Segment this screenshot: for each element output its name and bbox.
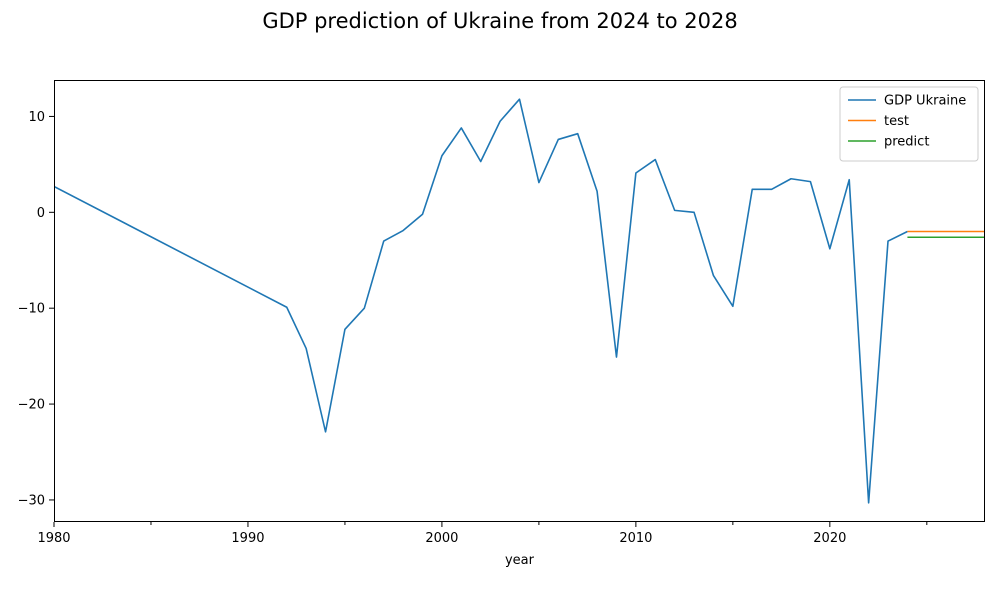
legend-label: test	[884, 114, 909, 129]
x-tick-label: 1990	[231, 531, 264, 546]
y-tick-label: 10	[28, 110, 45, 125]
chart-title: GDP prediction of Ukraine from 2024 to 2…	[262, 9, 737, 33]
legend: GDP Ukraine test predict	[839, 86, 979, 162]
plot-area	[54, 80, 985, 522]
legend-label: GDP Ukraine	[884, 94, 966, 109]
legend-label: predict	[884, 135, 929, 150]
x-tick-label: 2010	[619, 531, 652, 546]
series-layer	[54, 98, 985, 504]
legend-box	[839, 86, 979, 162]
y-tick-label: 0	[37, 206, 45, 221]
plot-frame	[54, 80, 985, 522]
x-tick-label: 1980	[37, 531, 70, 546]
x-tick-label: 2000	[425, 531, 458, 546]
y-tick-label: −20	[18, 398, 45, 413]
series-line-gdp-ukraine	[54, 98, 908, 504]
x-tick-label: 2020	[813, 531, 846, 546]
x-axis: 1980 1990 2000 2010 2020	[37, 522, 928, 546]
y-tick-label: −30	[18, 493, 45, 508]
x-axis-label: year	[505, 553, 535, 568]
y-tick-label: −10	[18, 302, 45, 317]
y-axis: 10 0 −10 −20 −30	[18, 110, 54, 508]
